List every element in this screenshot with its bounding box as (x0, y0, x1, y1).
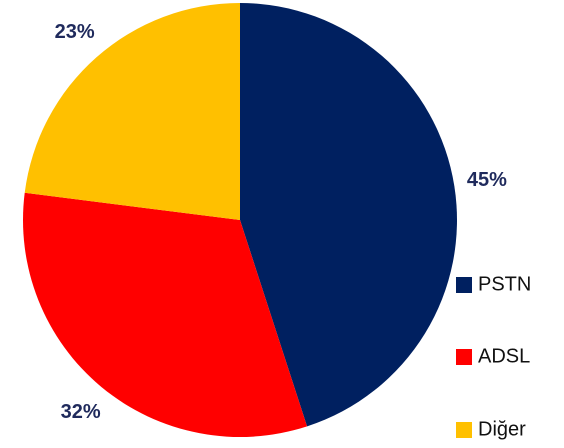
legend-swatch (456, 422, 472, 438)
data-label: 23% (55, 21, 95, 43)
data-label: 45% (467, 169, 507, 191)
legend-label: ADSL (478, 345, 530, 367)
legend-label: Diğer (478, 418, 526, 440)
legend-label: PSTN (478, 273, 531, 295)
legend-swatch (456, 277, 472, 293)
pie-slice (24, 3, 241, 220)
pie-slice (240, 3, 457, 427)
pie-slice (22, 192, 308, 437)
legend-swatch (456, 349, 472, 365)
data-label: 32% (61, 401, 101, 423)
